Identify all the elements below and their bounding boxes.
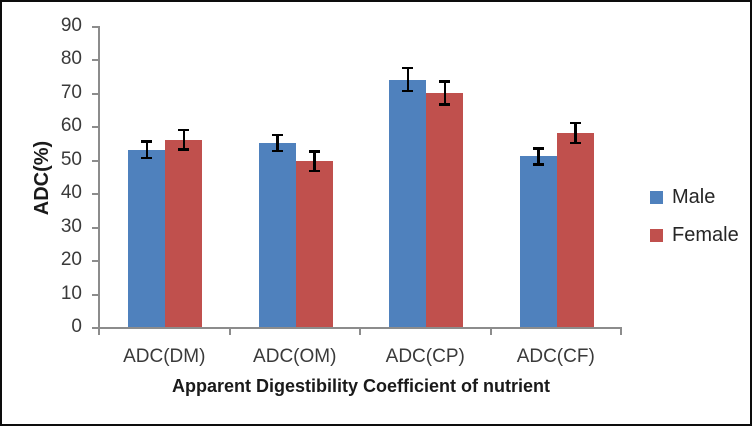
error-bar-cap-bottom bbox=[402, 89, 414, 93]
x-tick-mark bbox=[620, 327, 622, 335]
y-tick-mark bbox=[92, 92, 98, 95]
y-tick-label: 20 bbox=[60, 249, 82, 271]
x-tick-mark bbox=[228, 327, 231, 335]
x-tick-mark bbox=[359, 327, 361, 335]
bar-male-adc(dm) bbox=[128, 149, 166, 327]
error-bar-line bbox=[406, 67, 409, 92]
y-tick-label: 60 bbox=[60, 115, 82, 137]
error-bar-cap-bottom bbox=[439, 103, 451, 106]
y-tick-label: 90 bbox=[60, 15, 82, 36]
error-bar-cap-top bbox=[271, 133, 283, 137]
legend: Male Female bbox=[650, 185, 739, 261]
y-tick-mark bbox=[92, 126, 98, 129]
y-tick-label: 80 bbox=[60, 48, 82, 70]
x-tick-mark bbox=[98, 327, 100, 335]
x-axis-title: Apparent Digestibility Coefficient of nu… bbox=[171, 376, 550, 396]
error-bar-cap-bottom bbox=[532, 163, 544, 166]
error-bar-cap-top bbox=[308, 150, 320, 153]
bar-male-adc(om) bbox=[258, 143, 296, 327]
error-bar-cap-top bbox=[439, 80, 451, 83]
error-bar-line bbox=[182, 129, 185, 150]
x-category-label: ADC(DM) bbox=[123, 346, 206, 367]
error-bar-line bbox=[574, 122, 577, 144]
y-tick-mark bbox=[92, 260, 98, 263]
y-tick-label: 40 bbox=[60, 182, 82, 204]
error-bar-line bbox=[313, 151, 316, 172]
legend-label-male: Male bbox=[672, 185, 716, 208]
y-tick-mark bbox=[92, 226, 98, 229]
bar-male-adc(cf) bbox=[519, 156, 557, 327]
bar-female-adc(cp) bbox=[426, 92, 464, 327]
x-category-label: ADC(OM) bbox=[253, 346, 337, 367]
y-tick-label: 50 bbox=[60, 148, 82, 170]
bar-female-adc(om) bbox=[295, 161, 333, 327]
error-bar-cap-bottom bbox=[271, 149, 283, 153]
y-tick-label: 0 bbox=[71, 316, 82, 337]
error-bar-cap-bottom bbox=[308, 169, 320, 173]
y-tick-mark bbox=[92, 26, 98, 28]
y-axis-line bbox=[98, 26, 100, 334]
bar-female-adc(cf) bbox=[556, 133, 594, 327]
error-bar-cap-bottom bbox=[569, 141, 581, 145]
legend-label-female: Female bbox=[672, 223, 739, 246]
y-tick-mark bbox=[92, 327, 98, 329]
bar-male-adc(cp) bbox=[389, 79, 427, 327]
error-bar-line bbox=[537, 148, 540, 165]
legend-item-female: Female bbox=[650, 223, 739, 247]
y-tick-label: 30 bbox=[60, 215, 82, 237]
y-tick-mark bbox=[92, 293, 98, 296]
legend-item-male: Male bbox=[650, 185, 739, 209]
error-bar-cap-top bbox=[569, 121, 581, 125]
error-bar-cap-top bbox=[141, 140, 153, 143]
error-bar-cap-top bbox=[532, 147, 544, 150]
y-tick-label: 10 bbox=[60, 282, 82, 304]
error-bar-cap-bottom bbox=[141, 156, 153, 160]
x-tick-mark bbox=[489, 327, 492, 335]
y-tick-label: 70 bbox=[60, 81, 82, 103]
error-bar-line bbox=[276, 134, 279, 152]
female-swatch-icon bbox=[650, 228, 663, 242]
x-category-label: ADC(CP) bbox=[385, 346, 465, 367]
y-tick-mark bbox=[92, 193, 98, 196]
y-tick-mark bbox=[92, 59, 98, 62]
error-bar-cap-top bbox=[178, 128, 190, 132]
y-tick-mark bbox=[92, 159, 98, 162]
error-bar-cap-top bbox=[402, 66, 414, 70]
error-bar-cap-bottom bbox=[178, 148, 190, 151]
male-swatch-icon bbox=[650, 190, 663, 204]
error-bar-line bbox=[145, 141, 148, 159]
x-category-label: ADC(CF) bbox=[516, 346, 595, 367]
error-bar-line bbox=[443, 81, 446, 105]
bar-female-adc(dm) bbox=[165, 139, 203, 327]
